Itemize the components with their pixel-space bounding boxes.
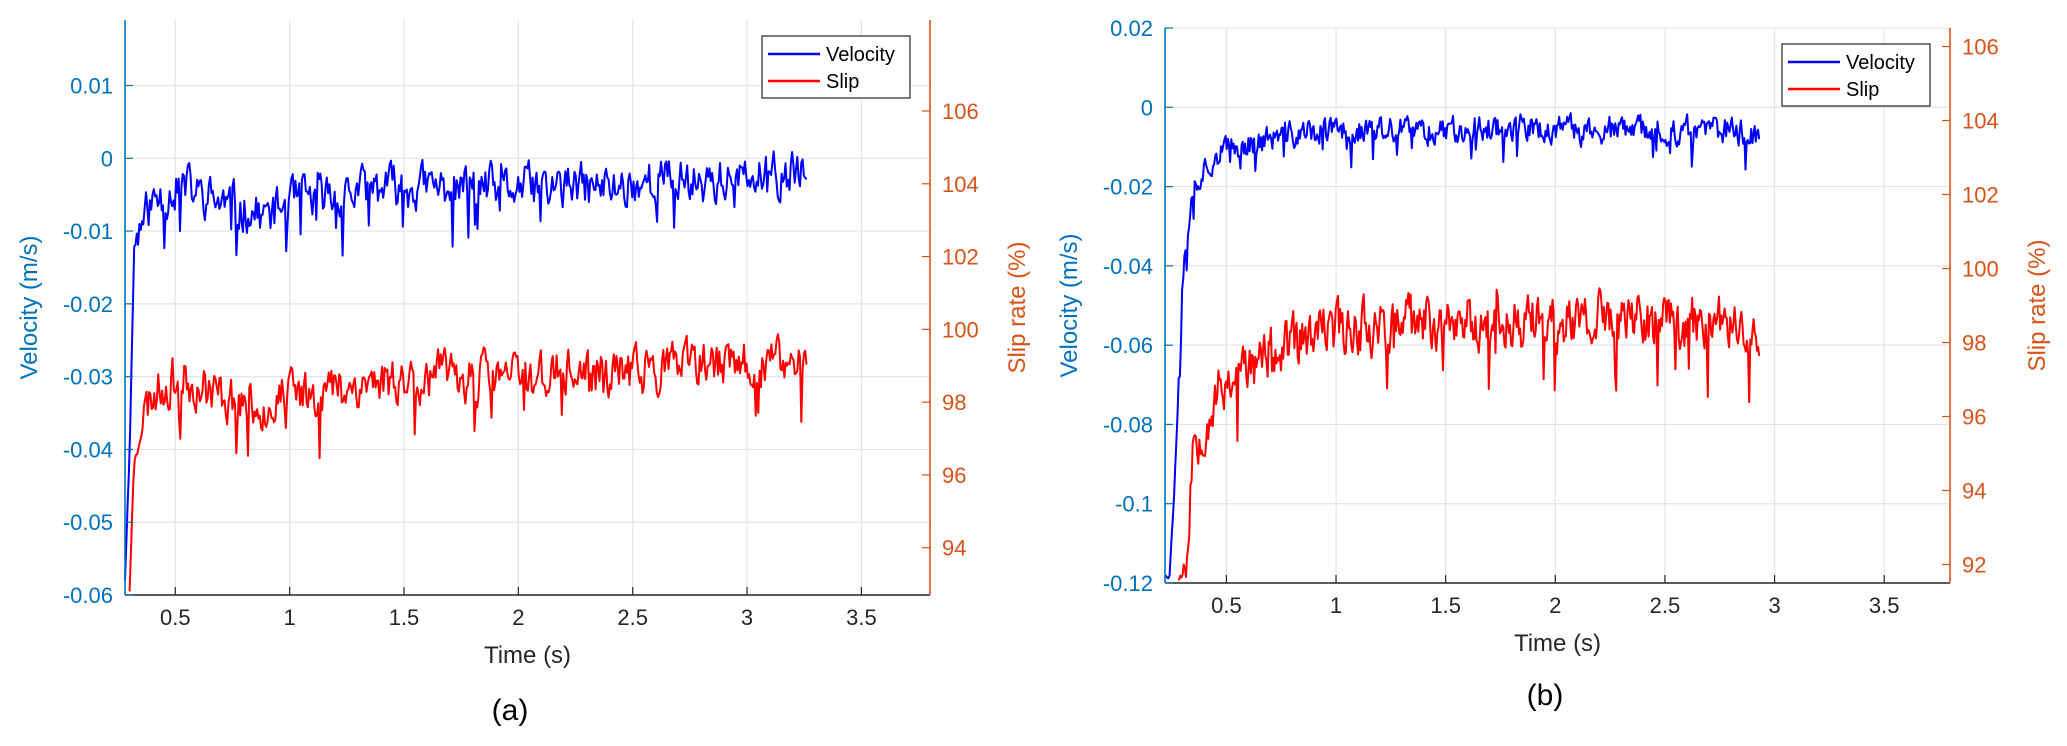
y-left-tick-label: -0.1 (1115, 492, 1153, 517)
plot-area (1165, 28, 1950, 583)
y-left-axis-label: Velocity (m/s) (16, 235, 43, 379)
x-tick-label: 2.5 (617, 605, 648, 630)
x-tick-label: 1 (1330, 593, 1342, 618)
y-right-tick-label: 102 (942, 245, 979, 270)
y-left-tick-label: -0.05 (63, 510, 113, 535)
x-tick-label: 2.5 (1650, 593, 1681, 618)
x-tick-label: 0.5 (160, 605, 191, 630)
y-left-tick-label: -0.04 (63, 437, 113, 462)
legend-box (761, 35, 911, 99)
y-left-tick-label: -0.12 (1103, 571, 1153, 596)
x-tick-label: 2 (1549, 593, 1561, 618)
y-left-tick-label: -0.02 (63, 292, 113, 317)
legend-box (1781, 43, 1931, 107)
x-tick-label: 3 (1768, 593, 1780, 618)
y-right-tick-label: 104 (1962, 109, 1999, 134)
y-right-tick-label: 106 (1962, 35, 1999, 60)
y-left-tick-label: -0.06 (63, 583, 113, 608)
y-right-axis-label: Slip rate (%) (2024, 239, 2051, 371)
y-left-tick-label: -0.02 (1103, 175, 1153, 200)
x-tick-label: 3.5 (1869, 593, 1900, 618)
chart-panel-b: 0.5 1 1.5 2 2.5 3 3.5 -0.12 -0.1 -0.08 -0.06 -0.04 -… (1056, 16, 2051, 712)
legend-label-slip: Slip (826, 71, 859, 93)
legend-label-slip: Slip (1846, 79, 1879, 101)
x-axis-label: Time (s) (484, 642, 571, 669)
y-right-axis-label: Slip rate (%) (1004, 241, 1031, 373)
y-left-tick-label: 0 (101, 146, 113, 171)
x-tick-label: 0.5 (1211, 593, 1242, 618)
x-axis-label: Time (s) (1514, 630, 1601, 657)
y-right-tick-label: 98 (942, 390, 966, 415)
y-right-tick-label: 100 (942, 317, 979, 342)
y-right-tick-label: 106 (942, 99, 979, 124)
y-right-tick-label: 96 (1962, 405, 1986, 430)
panel-caption: (a) (492, 694, 529, 727)
y-right-tick-label: 94 (942, 536, 966, 561)
y-right-tick-label: 96 (942, 463, 966, 488)
legend-label-velocity: Velocity (826, 44, 895, 66)
x-tick-label: 3.5 (846, 605, 877, 630)
y-right-tick-label: 102 (1962, 183, 1999, 208)
panel-caption: (b) (1527, 679, 1564, 712)
series-line-slip (128, 333, 808, 592)
y-left-tick-label: -0.03 (63, 365, 113, 390)
legend: Velocity Slip (1781, 43, 1931, 107)
y-left-tick-label: 0.01 (70, 74, 113, 99)
y-left-tick-label: -0.04 (1103, 254, 1153, 279)
legend-label-velocity: Velocity (1846, 52, 1915, 74)
y-left-tick-label: -0.08 (1103, 412, 1153, 437)
y-right-tick-label: 94 (1962, 479, 1986, 504)
x-tick-label: 1.5 (1430, 593, 1461, 618)
y-left-tick-label: 0 (1141, 95, 1153, 120)
plot-area (125, 20, 930, 595)
y-right-tick-label: 98 (1962, 331, 1986, 356)
series-line-slip (1178, 287, 1761, 581)
series-line-velocity (1164, 112, 1761, 580)
x-tick-label: 1 (284, 605, 296, 630)
y-left-tick-label: 0.02 (1110, 16, 1153, 41)
y-right-tick-label: 104 (942, 172, 979, 197)
chart-panel-a: 0.5 1 1.5 2 2.5 3 3.5 -0.06 -0.05 -0.04 -0.03 -0.02… (16, 20, 1031, 727)
series-line-velocity (124, 150, 808, 581)
y-left-tick-label: -0.01 (63, 219, 113, 244)
y-right-tick-label: 100 (1962, 257, 1999, 282)
y-left-axis-label: Velocity (m/s) (1056, 233, 1083, 377)
x-tick-label: 1.5 (389, 605, 420, 630)
y-right-tick-label: 92 (1962, 553, 1986, 578)
y-left-tick-label: -0.06 (1103, 333, 1153, 358)
x-tick-label: 3 (741, 605, 753, 630)
x-tick-label: 2 (512, 605, 524, 630)
legend: Velocity Slip (761, 35, 911, 99)
